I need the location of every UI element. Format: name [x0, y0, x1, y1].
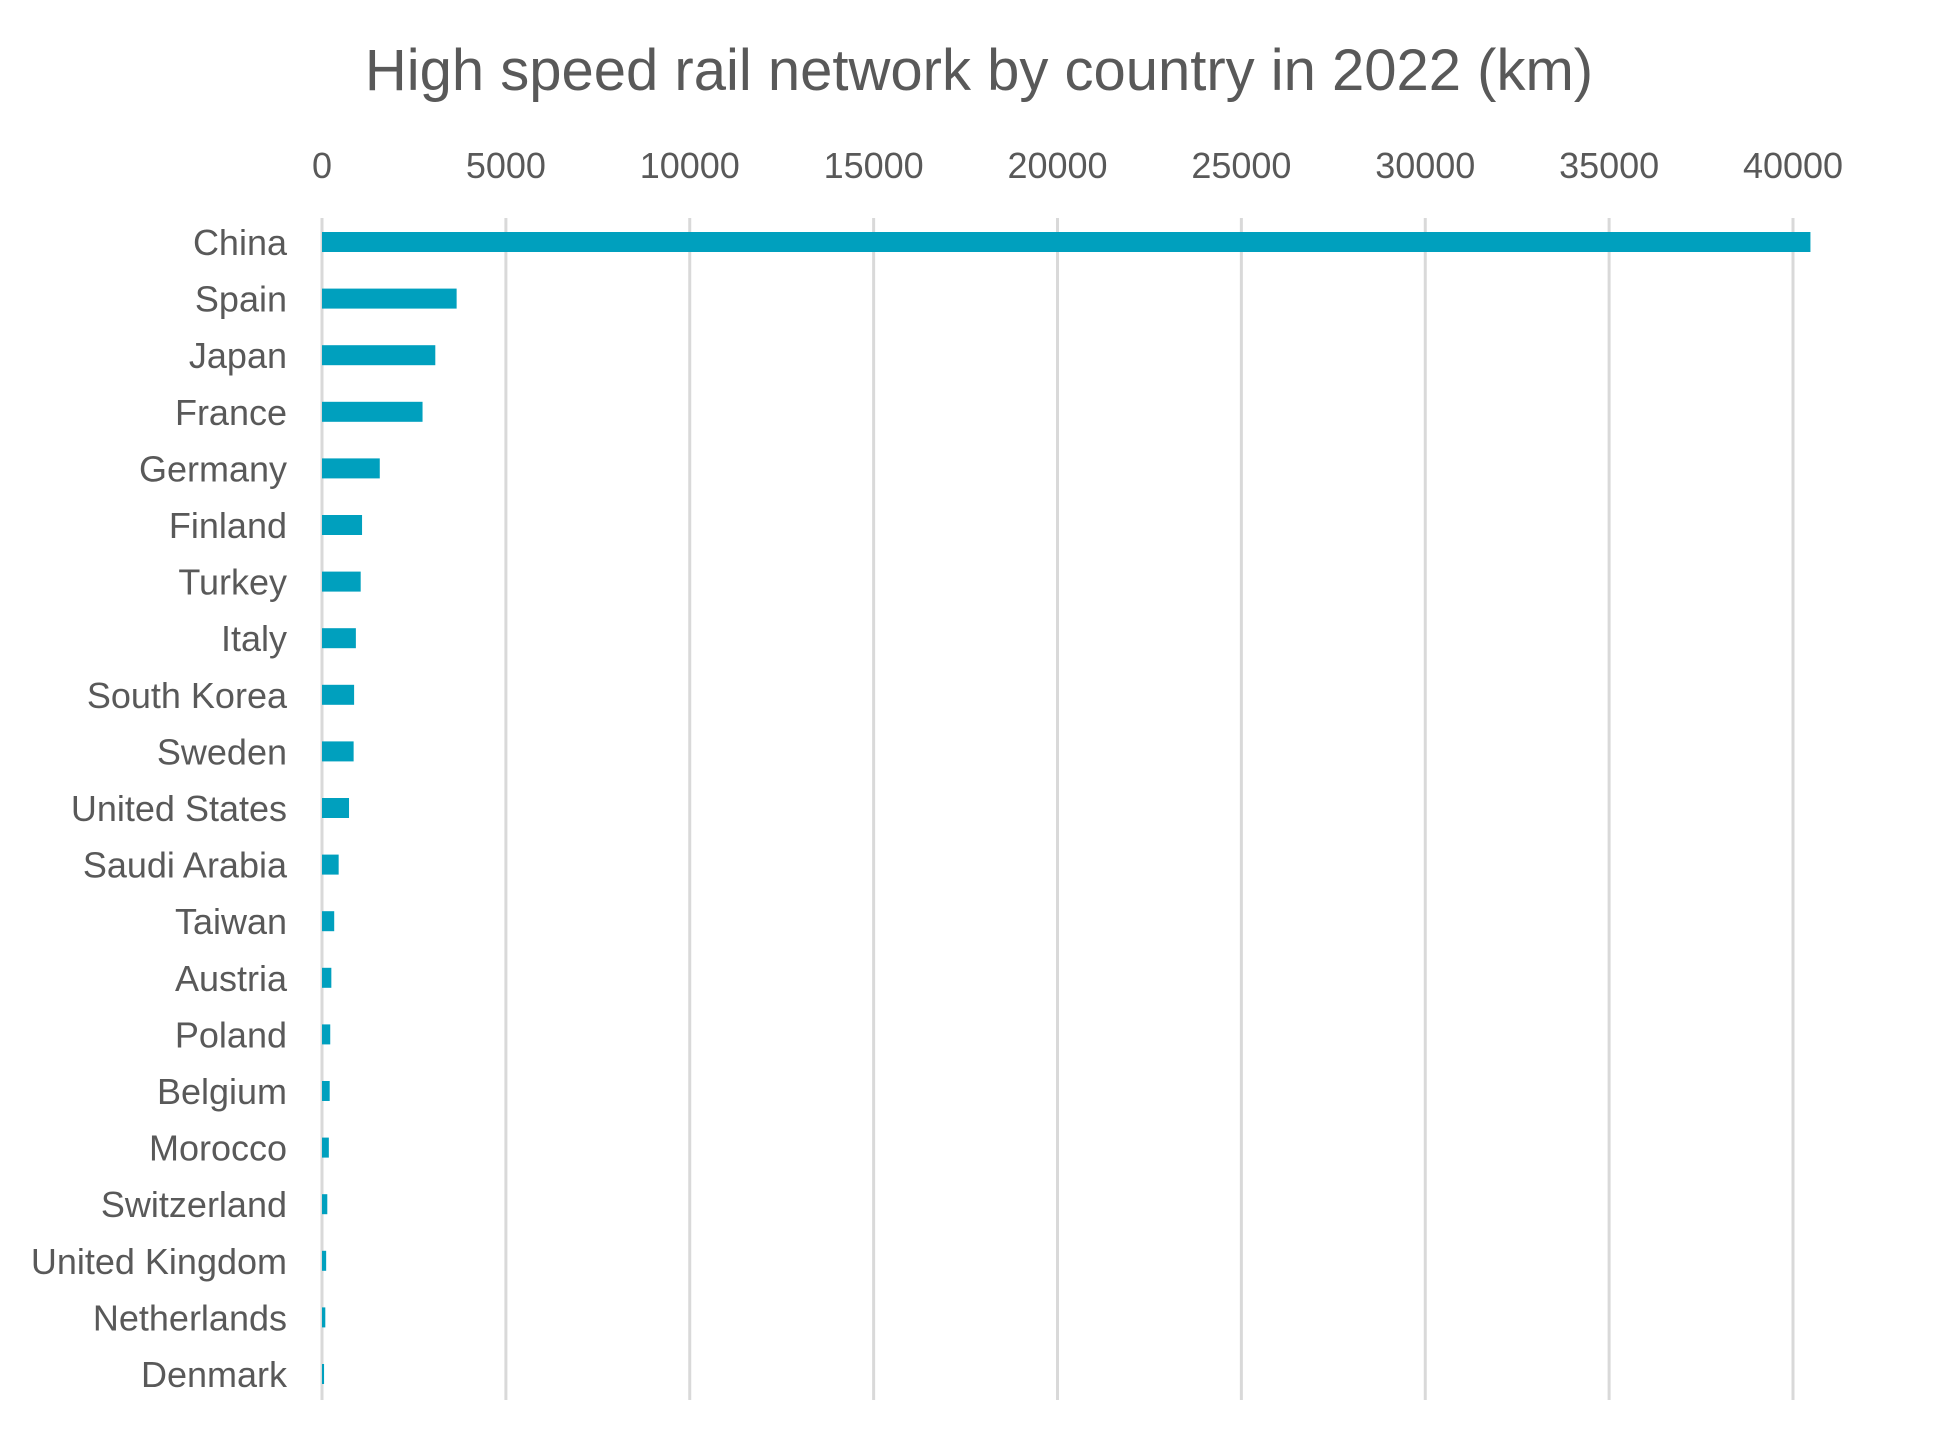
x-tick-label: 35000	[1559, 145, 1659, 186]
category-label: United Kingdom	[31, 1241, 287, 1282]
category-label: Morocco	[149, 1128, 287, 1169]
x-tick-label: 30000	[1375, 145, 1475, 186]
category-label: Taiwan	[175, 901, 287, 942]
bars	[322, 232, 1811, 1384]
category-label: Germany	[139, 448, 287, 489]
bar	[322, 401, 423, 422]
category-labels: China Spain Japan France Germany Finland Turke…	[31, 222, 288, 1395]
x-tick-label: 15000	[824, 145, 924, 186]
bar	[322, 571, 361, 592]
bar	[322, 854, 339, 875]
bar	[322, 232, 1811, 252]
category-label: Spain	[195, 279, 287, 320]
bar	[322, 1250, 327, 1271]
category-label: Saudi Arabia	[83, 845, 288, 886]
bar	[322, 628, 356, 649]
bar	[322, 1081, 330, 1101]
bar	[322, 458, 380, 479]
bar	[322, 741, 354, 762]
bar	[322, 798, 350, 818]
category-label: Finland	[169, 505, 287, 546]
category-label: United States	[71, 788, 287, 829]
category-label: Italy	[221, 618, 287, 659]
bar	[322, 288, 457, 309]
category-label: China	[193, 222, 288, 263]
x-tick-label: 40000	[1743, 145, 1843, 186]
gridlines	[320, 218, 1795, 1400]
category-label: Poland	[175, 1014, 287, 1055]
category-label: Japan	[189, 335, 287, 376]
bar	[322, 345, 436, 366]
category-label: Denmark	[141, 1354, 288, 1395]
bar	[322, 1307, 326, 1328]
x-tick-label: 20000	[1007, 145, 1107, 186]
category-label: Turkey	[178, 562, 287, 603]
chart-title: High speed rail network by country in 20…	[365, 38, 1593, 103]
bar	[322, 1194, 328, 1215]
bar	[322, 1137, 329, 1158]
x-axis-tick-labels: 0 5000 10000 15000 20000 25000 30000 35000 40000	[312, 145, 1843, 186]
x-tick-label: 5000	[466, 145, 546, 186]
x-tick-label: 10000	[640, 145, 740, 186]
category-label: Belgium	[157, 1071, 287, 1112]
category-label: Netherlands	[93, 1297, 287, 1338]
category-label: Switzerland	[101, 1184, 287, 1225]
bar	[322, 1364, 325, 1384]
bar	[322, 967, 332, 988]
bar	[322, 684, 355, 705]
category-label: Austria	[175, 958, 288, 999]
category-label: France	[175, 392, 287, 433]
bar	[322, 515, 363, 535]
category-label: Sweden	[157, 731, 287, 772]
category-label: South Korea	[87, 675, 288, 716]
x-tick-label: 0	[312, 145, 332, 186]
bar	[322, 1024, 331, 1045]
bar	[322, 911, 335, 932]
x-tick-label: 25000	[1191, 145, 1291, 186]
